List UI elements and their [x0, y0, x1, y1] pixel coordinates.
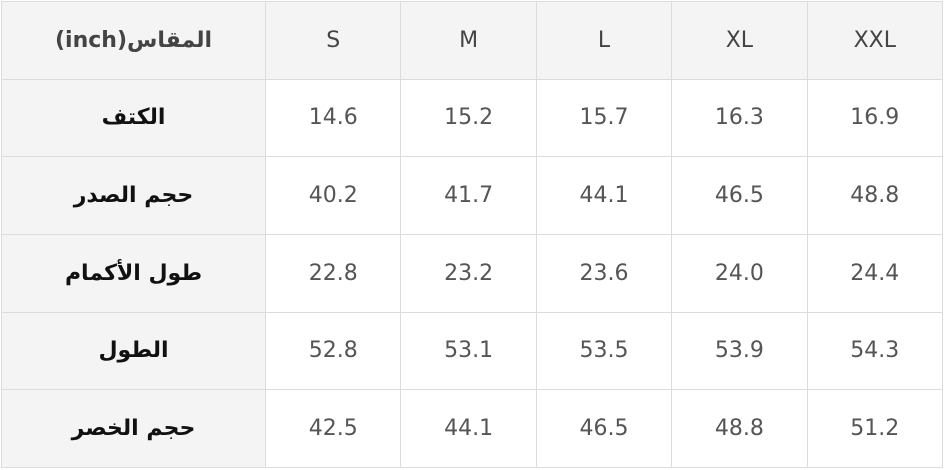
cell: 42.5	[264, 389, 402, 468]
cell: 44.1	[535, 156, 673, 235]
cell: 48.8	[671, 389, 808, 468]
header-row: المقاس(inch) S M L XL XXL	[1, 1, 944, 80]
cell: 23.6	[535, 233, 673, 313]
row-label: حجم الصدر	[1, 156, 266, 235]
cell: 14.6	[264, 78, 402, 158]
cell: 44.1	[400, 389, 537, 468]
cell: 23.2	[400, 233, 537, 313]
table-row: حجم الصدر 40.2 41.7 44.1 46.5 48.8	[1, 156, 944, 235]
cell: 41.7	[400, 156, 537, 235]
cell: 46.5	[671, 156, 808, 235]
cell: 53.5	[535, 311, 673, 391]
row-label: الكتف	[1, 78, 266, 158]
cell: 15.2	[400, 78, 537, 158]
row-label: طول الأكمام	[1, 233, 266, 313]
row-label: الطول	[1, 311, 266, 391]
cell: 53.1	[400, 311, 537, 391]
table-row: طول الأكمام 22.8 23.2 23.6 24.0 24.4	[1, 233, 944, 313]
row-label: المقاس(inch)	[1, 1, 266, 80]
table-row: حجم الخصر 42.5 44.1 46.5 48.8 51.2	[1, 389, 944, 468]
cell: 16.9	[806, 78, 944, 158]
cell: 24.0	[671, 233, 808, 313]
cell: 16.3	[671, 78, 808, 158]
cell: 48.8	[806, 156, 944, 235]
cell: 40.2	[264, 156, 402, 235]
cell: 52.8	[264, 311, 402, 391]
cell: 46.5	[535, 389, 673, 468]
cell: S	[264, 1, 402, 80]
cell: L	[535, 1, 673, 80]
cell: 54.3	[806, 311, 944, 391]
cell: 22.8	[264, 233, 402, 313]
cell: XL	[671, 1, 808, 80]
cell: 53.9	[671, 311, 808, 391]
cell: XXL	[806, 1, 944, 80]
cell: 51.2	[806, 389, 944, 468]
cell: 24.4	[806, 233, 944, 313]
cell: M	[400, 1, 537, 80]
cell: 15.7	[535, 78, 673, 158]
table-row: الكتف 14.6 15.2 15.7 16.3 16.9	[1, 78, 944, 158]
row-label: حجم الخصر	[1, 389, 266, 468]
table-row: الطول 52.8 53.1 53.5 53.9 54.3	[1, 311, 944, 391]
